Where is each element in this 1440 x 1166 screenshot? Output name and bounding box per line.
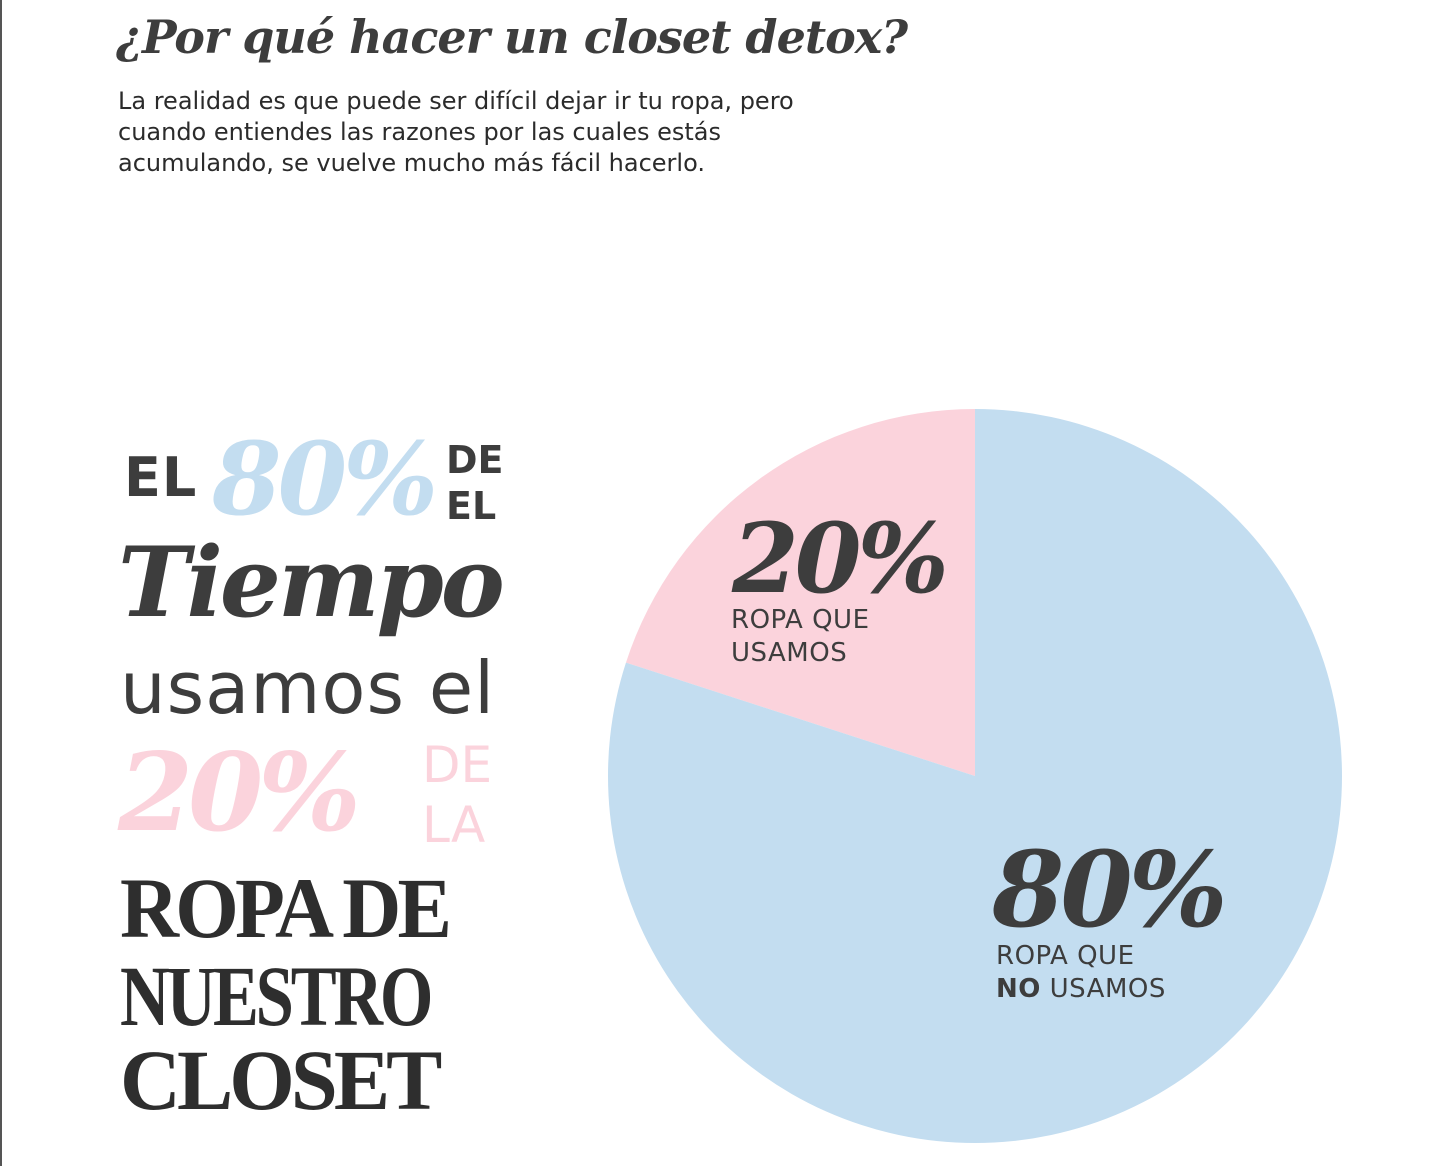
pie-label-percent-20: 20% — [731, 502, 946, 615]
pie-label-bold-80: NO — [996, 974, 1041, 1004]
headline-closet: CLOSET — [120, 1032, 442, 1128]
headline-el: EL — [124, 446, 198, 509]
headline-de-1: DE — [446, 438, 504, 482]
headline-tiempo: Tiempo — [118, 526, 505, 639]
pie-label-line1-80: ROPA QUE — [996, 941, 1135, 971]
headline-80-percent: 80% — [212, 420, 438, 538]
pie-label-line2-80: NO USAMOS — [996, 974, 1166, 1004]
page-left-border — [0, 0, 2, 1166]
headline-nuestro: NUESTRO — [120, 948, 433, 1044]
headline-el-2: EL — [446, 484, 497, 528]
headline-ropa-de: ROPA DE — [120, 860, 452, 956]
headline-de-2: DE — [422, 736, 493, 794]
pie-slice-20 — [625, 409, 975, 776]
pie-label-line2-20: USAMOS — [731, 638, 847, 668]
intro-line-1: La realidad es que puede ser difícil dej… — [118, 87, 794, 115]
headline-la: LA — [422, 796, 486, 854]
intro-line-2: cuando entiendes las razones por las cua… — [118, 118, 721, 146]
headline-usamos-el: usamos el — [120, 646, 496, 730]
pie-slice-80 — [608, 409, 1342, 1143]
page-title: ¿Por qué hacer un closet detox? — [116, 10, 908, 64]
headline-20-percent: 20% — [118, 730, 361, 856]
pie-label-percent-80: 80% — [991, 828, 1224, 951]
pie-label-rest-20: USAMOS — [731, 638, 847, 668]
intro-line-3: acumulando, se vuelve mucho más fácil ha… — [118, 149, 705, 177]
pie-label-rest-80: USAMOS — [1041, 974, 1166, 1004]
pie-label-line1-20: ROPA QUE — [731, 605, 870, 635]
intro-paragraph: La realidad es que puede ser difícil dej… — [118, 86, 918, 179]
